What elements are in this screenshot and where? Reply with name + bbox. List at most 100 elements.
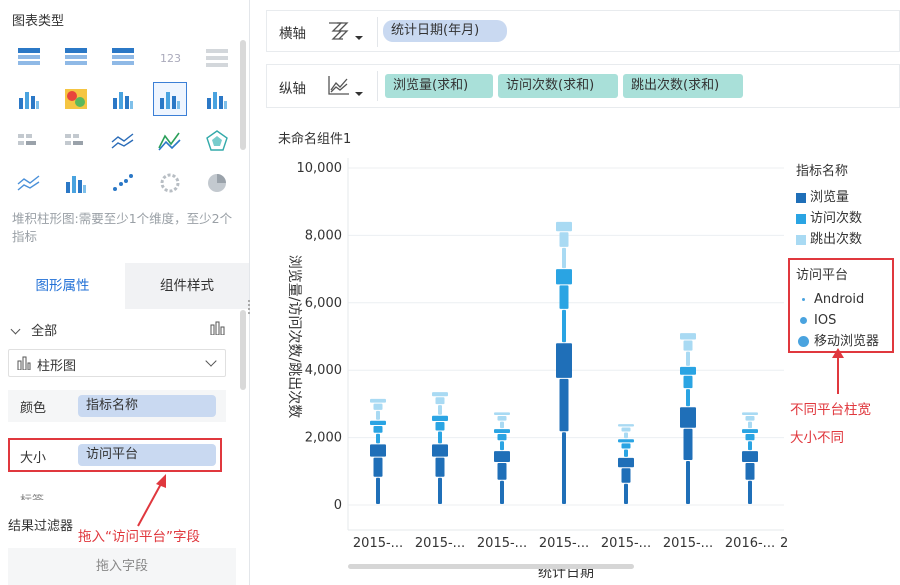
- legend-platform-item[interactable]: IOS: [796, 310, 892, 331]
- bar-chart-icon[interactable]: [153, 82, 187, 116]
- y-tick-label: 8,000: [305, 228, 342, 243]
- bar-segment: [497, 433, 507, 441]
- bar-segment: [621, 468, 631, 483]
- bar-segment: [559, 378, 569, 432]
- tab-graphic-properties[interactable]: 图形属性: [0, 263, 125, 309]
- bar-segment: [562, 247, 566, 269]
- color-row: 颜色 指标名称: [8, 390, 226, 422]
- y-field-pill[interactable]: 访问次数(求和): [498, 74, 618, 98]
- annotation-width-line1: 不同平台柱宽: [790, 402, 871, 418]
- bar-segment: [494, 429, 510, 433]
- bar-segment: [742, 429, 758, 433]
- resize-handle[interactable]: [248, 300, 252, 314]
- y-field-pill[interactable]: 浏览量(求和): [385, 74, 493, 98]
- dot-matrix-icon[interactable]: [12, 124, 46, 158]
- size-field-pill[interactable]: 访问平台: [78, 444, 216, 466]
- table-icon[interactable]: [12, 40, 46, 74]
- axis-type-icon[interactable]: [327, 74, 367, 100]
- left-scrollbar[interactable]: [240, 40, 246, 150]
- y-axis-label: 纵轴: [279, 81, 306, 97]
- property-tabs: 图形属性 组件样式: [0, 263, 249, 309]
- bubble-icon[interactable]: [59, 124, 93, 158]
- cross-table-icon[interactable]: [106, 40, 140, 74]
- bar-segment: [500, 441, 504, 451]
- scatter-circle-icon[interactable]: [153, 166, 187, 200]
- x-axis-bar: 横轴 统计日期(年月): [266, 10, 900, 52]
- legend-metric-item[interactable]: 跳出次数: [796, 229, 896, 250]
- column-chart-icon: [17, 356, 31, 370]
- y-axis-bar: 纵轴 浏览量(求和) 访问次数(求和) 跳出次数(求和): [266, 64, 900, 108]
- x-tick-label: 2015-...: [601, 536, 651, 551]
- bar-segment: [432, 444, 448, 457]
- grouped-table-icon[interactable]: [59, 40, 93, 74]
- bar-segment: [562, 432, 566, 504]
- bar-segment: [497, 416, 507, 421]
- bar-segment: [683, 428, 693, 461]
- legend-swatch: [796, 192, 806, 203]
- legend-metric-item[interactable]: 浏览量: [796, 187, 896, 208]
- x-field-pill[interactable]: 统计日期(年月): [383, 20, 507, 42]
- legend-swatch: [796, 213, 806, 224]
- stacked-bar-icon[interactable]: [106, 82, 140, 116]
- legend-metric-list: 浏览量 访问次数 跳出次数: [796, 187, 896, 250]
- chart-scrollbar[interactable]: [348, 564, 634, 569]
- legend-platform-item[interactable]: 移动浏览器: [796, 331, 892, 352]
- bar-segment: [621, 443, 631, 449]
- combo-chart-icon[interactable]: [59, 166, 93, 200]
- bar-segment: [373, 425, 383, 433]
- x-axis-label: 横轴: [279, 26, 306, 42]
- bar-segment: [748, 441, 752, 451]
- multi-line-icon[interactable]: [106, 124, 140, 158]
- drop-field-area[interactable]: 拖入字段: [8, 548, 236, 585]
- bar-segment: [680, 366, 696, 375]
- bar-segment: [556, 343, 572, 378]
- dropdown-value: 柱形图: [37, 359, 77, 374]
- legend-dot: [797, 335, 809, 347]
- separator: [377, 71, 378, 101]
- chart-type-grid: 123: [12, 40, 237, 205]
- bar-segment: [748, 480, 752, 504]
- legend-platform-label: IOS: [814, 313, 837, 328]
- legend-platform-label: 移动浏览器: [814, 334, 880, 349]
- scatter-icon[interactable]: [106, 166, 140, 200]
- legend-swatch: [796, 234, 806, 245]
- bar-segment: [373, 403, 383, 410]
- annotation-arrow-left: [137, 474, 166, 527]
- y-field-pill[interactable]: 跳出次数(求和): [623, 74, 743, 98]
- bar-segment: [432, 392, 448, 397]
- bar-segment: [500, 421, 504, 429]
- axis-type-icon[interactable]: [327, 19, 367, 45]
- color-field-pill[interactable]: 指标名称: [78, 395, 216, 417]
- bar-segment: [562, 309, 566, 343]
- all-row[interactable]: 全部: [10, 320, 230, 340]
- pie-chart-icon[interactable]: [200, 166, 234, 200]
- bar-segment: [497, 462, 507, 480]
- bar-segment: [686, 389, 690, 407]
- chart-subtype-dropdown[interactable]: 柱形图: [8, 349, 226, 377]
- y-tick-label: 0: [334, 498, 342, 513]
- legend: 指标名称 浏览量 访问次数 跳出次数: [796, 160, 896, 250]
- x-tick-label: 2015-...: [663, 536, 713, 551]
- kpi-icon[interactable]: 123: [153, 40, 187, 74]
- detail-list-icon[interactable]: [200, 40, 234, 74]
- bar-segment: [680, 407, 696, 428]
- size-row: 大小 访问平台: [8, 438, 222, 472]
- radar-icon[interactable]: [200, 124, 234, 158]
- bar-segment: [438, 405, 442, 415]
- x-axis-title: 统计日期: [538, 565, 594, 581]
- bar-segment: [556, 269, 572, 285]
- bar-segment: [376, 433, 380, 444]
- legend-platform-item[interactable]: Android: [796, 289, 892, 310]
- legend-metric-item[interactable]: 访问次数: [796, 208, 896, 229]
- column-chart-icon[interactable]: [200, 82, 234, 116]
- bar-segment: [435, 421, 445, 431]
- tab-component-style[interactable]: 组件样式: [125, 263, 249, 309]
- heatmap-icon[interactable]: [59, 82, 93, 116]
- line-chart-icon[interactable]: [153, 124, 187, 158]
- property-scrollbar[interactable]: [240, 310, 246, 390]
- list-icon[interactable]: [12, 82, 46, 116]
- bar-segment: [748, 421, 752, 429]
- area-chart-icon[interactable]: [12, 166, 46, 200]
- bar-segment: [742, 451, 758, 462]
- x-tick-label: 2015-...: [477, 536, 527, 551]
